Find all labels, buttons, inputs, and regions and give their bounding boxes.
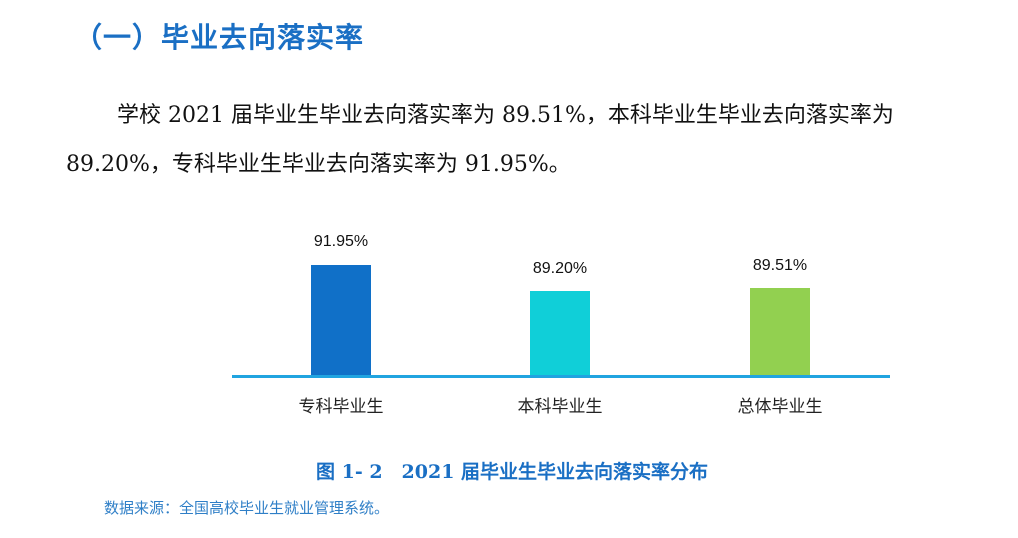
- bar-benke: [530, 291, 590, 375]
- bar-value-label: 89.51%: [752, 257, 808, 274]
- category-label: 总体毕业生: [737, 397, 823, 417]
- section-title: （一）毕业去向落实率: [74, 21, 365, 54]
- category-label: 本科毕业生: [517, 397, 603, 417]
- data-source-note: 数据来源：全国高校毕业生就业管理系统。: [104, 499, 390, 517]
- category-label: 专科毕业生: [298, 397, 384, 417]
- summary-paragraph-line-2: 89.20%，专科毕业生毕业去向落实率为 91.95%。: [66, 152, 571, 177]
- summary-paragraph-line-1: 学校 2021 届毕业生毕业去向落实率为 89.51%，本科毕业生毕业去向落实率…: [117, 103, 894, 128]
- bar-total: [750, 288, 810, 375]
- x-axis-line: [232, 375, 890, 378]
- figure-caption: 图 1- 2 2021 届毕业生毕业去向落实率分布: [316, 461, 709, 483]
- bar-value-label: 89.20%: [532, 260, 588, 277]
- bar-value-label: 91.95%: [313, 233, 369, 250]
- bar-chart: 91.95% 89.20% 89.51% 专科毕业生 本科毕业生 总体毕业生: [232, 220, 890, 420]
- bar-zhuanke: [311, 265, 371, 375]
